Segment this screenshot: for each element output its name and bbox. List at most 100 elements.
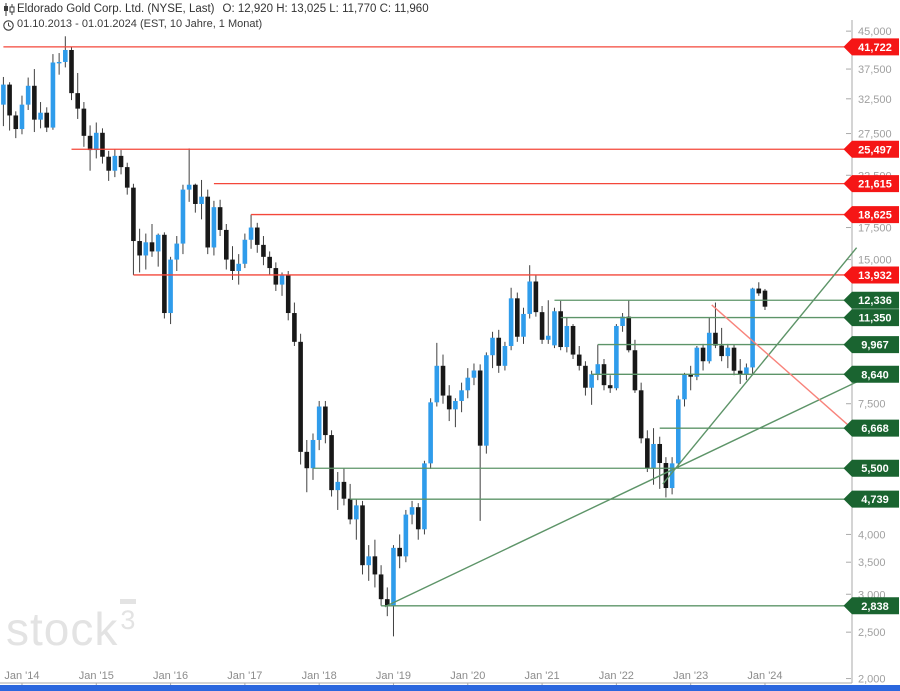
candle[interactable] — [409, 500, 415, 525]
candle[interactable] — [731, 344, 737, 376]
candle[interactable] — [87, 125, 93, 171]
candle[interactable] — [372, 539, 378, 588]
candle[interactable] — [744, 363, 749, 381]
candle[interactable] — [533, 275, 539, 317]
candle[interactable] — [762, 288, 768, 311]
candle[interactable] — [694, 345, 700, 381]
candle[interactable] — [329, 430, 334, 497]
candle[interactable] — [205, 189, 211, 255]
candle[interactable] — [434, 342, 440, 407]
candle[interactable] — [224, 223, 229, 270]
candle[interactable] — [298, 333, 303, 465]
candle[interactable] — [168, 256, 173, 325]
candle[interactable] — [465, 368, 471, 399]
candle[interactable] — [663, 457, 669, 498]
candle[interactable] — [193, 183, 198, 213]
candle[interactable] — [669, 457, 675, 495]
candle[interactable] — [415, 503, 421, 540]
candle[interactable] — [248, 214, 254, 249]
candle[interactable] — [750, 287, 755, 376]
candle[interactable] — [508, 287, 514, 351]
candle[interactable] — [570, 324, 576, 359]
candle[interactable] — [607, 375, 613, 393]
candle[interactable] — [273, 262, 279, 291]
candle[interactable] — [366, 545, 372, 581]
candle[interactable] — [211, 200, 217, 256]
candle[interactable] — [19, 95, 25, 135]
candle[interactable] — [490, 331, 495, 369]
candle[interactable] — [25, 77, 31, 110]
candle[interactable] — [620, 313, 625, 332]
candle[interactable] — [310, 433, 316, 480]
candle[interactable] — [614, 324, 619, 391]
candle[interactable] — [186, 148, 192, 202]
candle[interactable] — [217, 199, 223, 237]
candle[interactable] — [583, 361, 588, 396]
candle[interactable] — [360, 500, 365, 575]
candle[interactable] — [7, 82, 12, 131]
candle[interactable] — [304, 439, 310, 493]
candle[interactable] — [75, 72, 81, 119]
candle[interactable] — [180, 184, 186, 255]
candle[interactable] — [137, 228, 142, 273]
candle[interactable] — [632, 339, 638, 393]
candle[interactable] — [539, 305, 545, 344]
candle[interactable] — [403, 509, 409, 563]
candle[interactable] — [316, 400, 322, 451]
candle[interactable] — [174, 236, 180, 271]
candle[interactable] — [50, 54, 56, 130]
candle[interactable] — [682, 372, 687, 407]
candle[interactable] — [428, 398, 433, 469]
candle[interactable] — [1, 76, 6, 127]
candle[interactable] — [32, 69, 37, 133]
candle[interactable] — [354, 499, 359, 540]
candle[interactable] — [112, 149, 118, 178]
candle[interactable] — [453, 398, 458, 428]
candle[interactable] — [69, 46, 74, 101]
candle[interactable] — [638, 382, 644, 444]
candle[interactable] — [100, 128, 105, 164]
candle[interactable] — [143, 233, 149, 270]
candle[interactable] — [335, 472, 341, 510]
candle[interactable] — [261, 236, 266, 266]
candle[interactable] — [576, 345, 582, 371]
candle[interactable] — [292, 302, 297, 346]
candle[interactable] — [124, 162, 130, 195]
candle[interactable] — [700, 343, 706, 371]
candle[interactable] — [384, 587, 390, 617]
candle[interactable] — [279, 272, 285, 296]
candle[interactable] — [285, 270, 291, 321]
candle[interactable] — [323, 400, 328, 444]
candle[interactable] — [347, 483, 353, 525]
candle[interactable] — [131, 183, 136, 275]
candle[interactable] — [118, 150, 124, 175]
candle[interactable] — [242, 233, 248, 269]
candle[interactable] — [552, 307, 557, 349]
candle[interactable] — [725, 343, 731, 369]
candle[interactable] — [545, 300, 551, 344]
candle[interactable] — [515, 292, 520, 342]
candle[interactable] — [471, 363, 477, 386]
candle[interactable] — [446, 385, 452, 422]
candle[interactable] — [155, 233, 161, 267]
candle[interactable] — [564, 317, 570, 353]
candle[interactable] — [645, 430, 650, 473]
candle[interactable] — [440, 354, 446, 404]
candle[interactable] — [199, 179, 204, 220]
candle[interactable] — [713, 302, 718, 349]
candle[interactable] — [737, 358, 743, 384]
candle[interactable] — [267, 251, 272, 276]
candle[interactable] — [657, 436, 663, 489]
candle[interactable] — [236, 254, 241, 285]
candle[interactable] — [56, 53, 62, 75]
candle[interactable] — [44, 107, 50, 133]
candle[interactable] — [254, 222, 260, 253]
trendline-support-long[interactable] — [384, 380, 859, 608]
candle[interactable] — [397, 534, 402, 569]
candle[interactable] — [496, 329, 502, 373]
candle[interactable] — [675, 395, 681, 469]
candle[interactable] — [391, 545, 396, 637]
candle[interactable] — [558, 300, 563, 351]
candle[interactable] — [521, 307, 526, 344]
